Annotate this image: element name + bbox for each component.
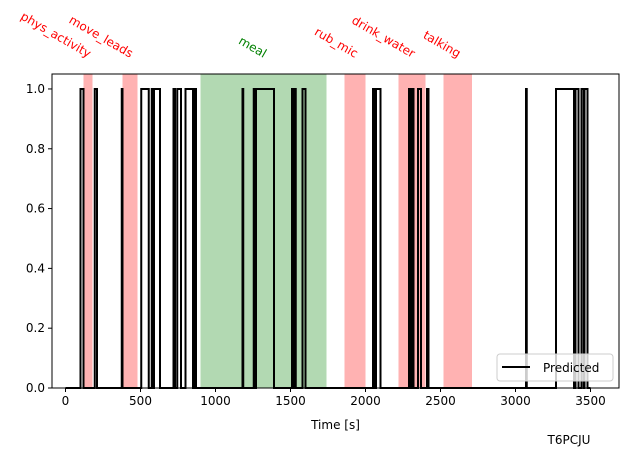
y-tick-label: 0.8 bbox=[26, 142, 45, 156]
event-span-rub-mic bbox=[344, 74, 366, 388]
x-axis-label: Time [s] bbox=[310, 418, 360, 432]
event-label-talking: talking bbox=[421, 28, 463, 61]
event-label-rub-mic: rub_mic bbox=[312, 25, 360, 61]
x-tick-label: 3500 bbox=[575, 394, 606, 408]
event-span-meal bbox=[200, 74, 327, 388]
legend: Predicted bbox=[496, 353, 614, 382]
event-span-talking bbox=[443, 74, 472, 388]
y-axis-ticks: 0.0 0.2 0.4 0.6 0.8 1.0 bbox=[26, 82, 52, 395]
plot-frame bbox=[51, 73, 620, 389]
x-tick-label: 500 bbox=[129, 394, 152, 408]
series-predicted bbox=[65, 87, 591, 389]
y-tick-label: 0.4 bbox=[26, 261, 45, 275]
event-label-drink-water: drink_water bbox=[349, 13, 417, 60]
y-tick-label: 0.6 bbox=[26, 202, 45, 216]
y-tick-label: 0.2 bbox=[26, 321, 45, 335]
x-tick-label: 1000 bbox=[200, 394, 231, 408]
y-tick-label: 0.0 bbox=[26, 381, 45, 395]
x-tick-label: 3000 bbox=[500, 394, 531, 408]
event-label-meal: meal bbox=[236, 34, 269, 61]
x-axis-ticks: 0 500 1000 1500 2000 2500 3000 3500 bbox=[62, 388, 606, 408]
corner-label: T6PCJU bbox=[547, 433, 591, 447]
legend-label-predicted: Predicted bbox=[543, 361, 599, 375]
x-tick-label: 2000 bbox=[350, 394, 381, 408]
x-tick-label: 0 bbox=[62, 394, 70, 408]
event-span-phys-activity bbox=[83, 74, 93, 388]
x-tick-label: 1500 bbox=[275, 394, 306, 408]
x-tick-label: 2500 bbox=[425, 394, 456, 408]
legend-box bbox=[496, 353, 614, 382]
y-tick-label: 1.0 bbox=[26, 82, 45, 96]
event-span-move-leads bbox=[122, 74, 138, 388]
series-line-predicted bbox=[65, 87, 591, 389]
